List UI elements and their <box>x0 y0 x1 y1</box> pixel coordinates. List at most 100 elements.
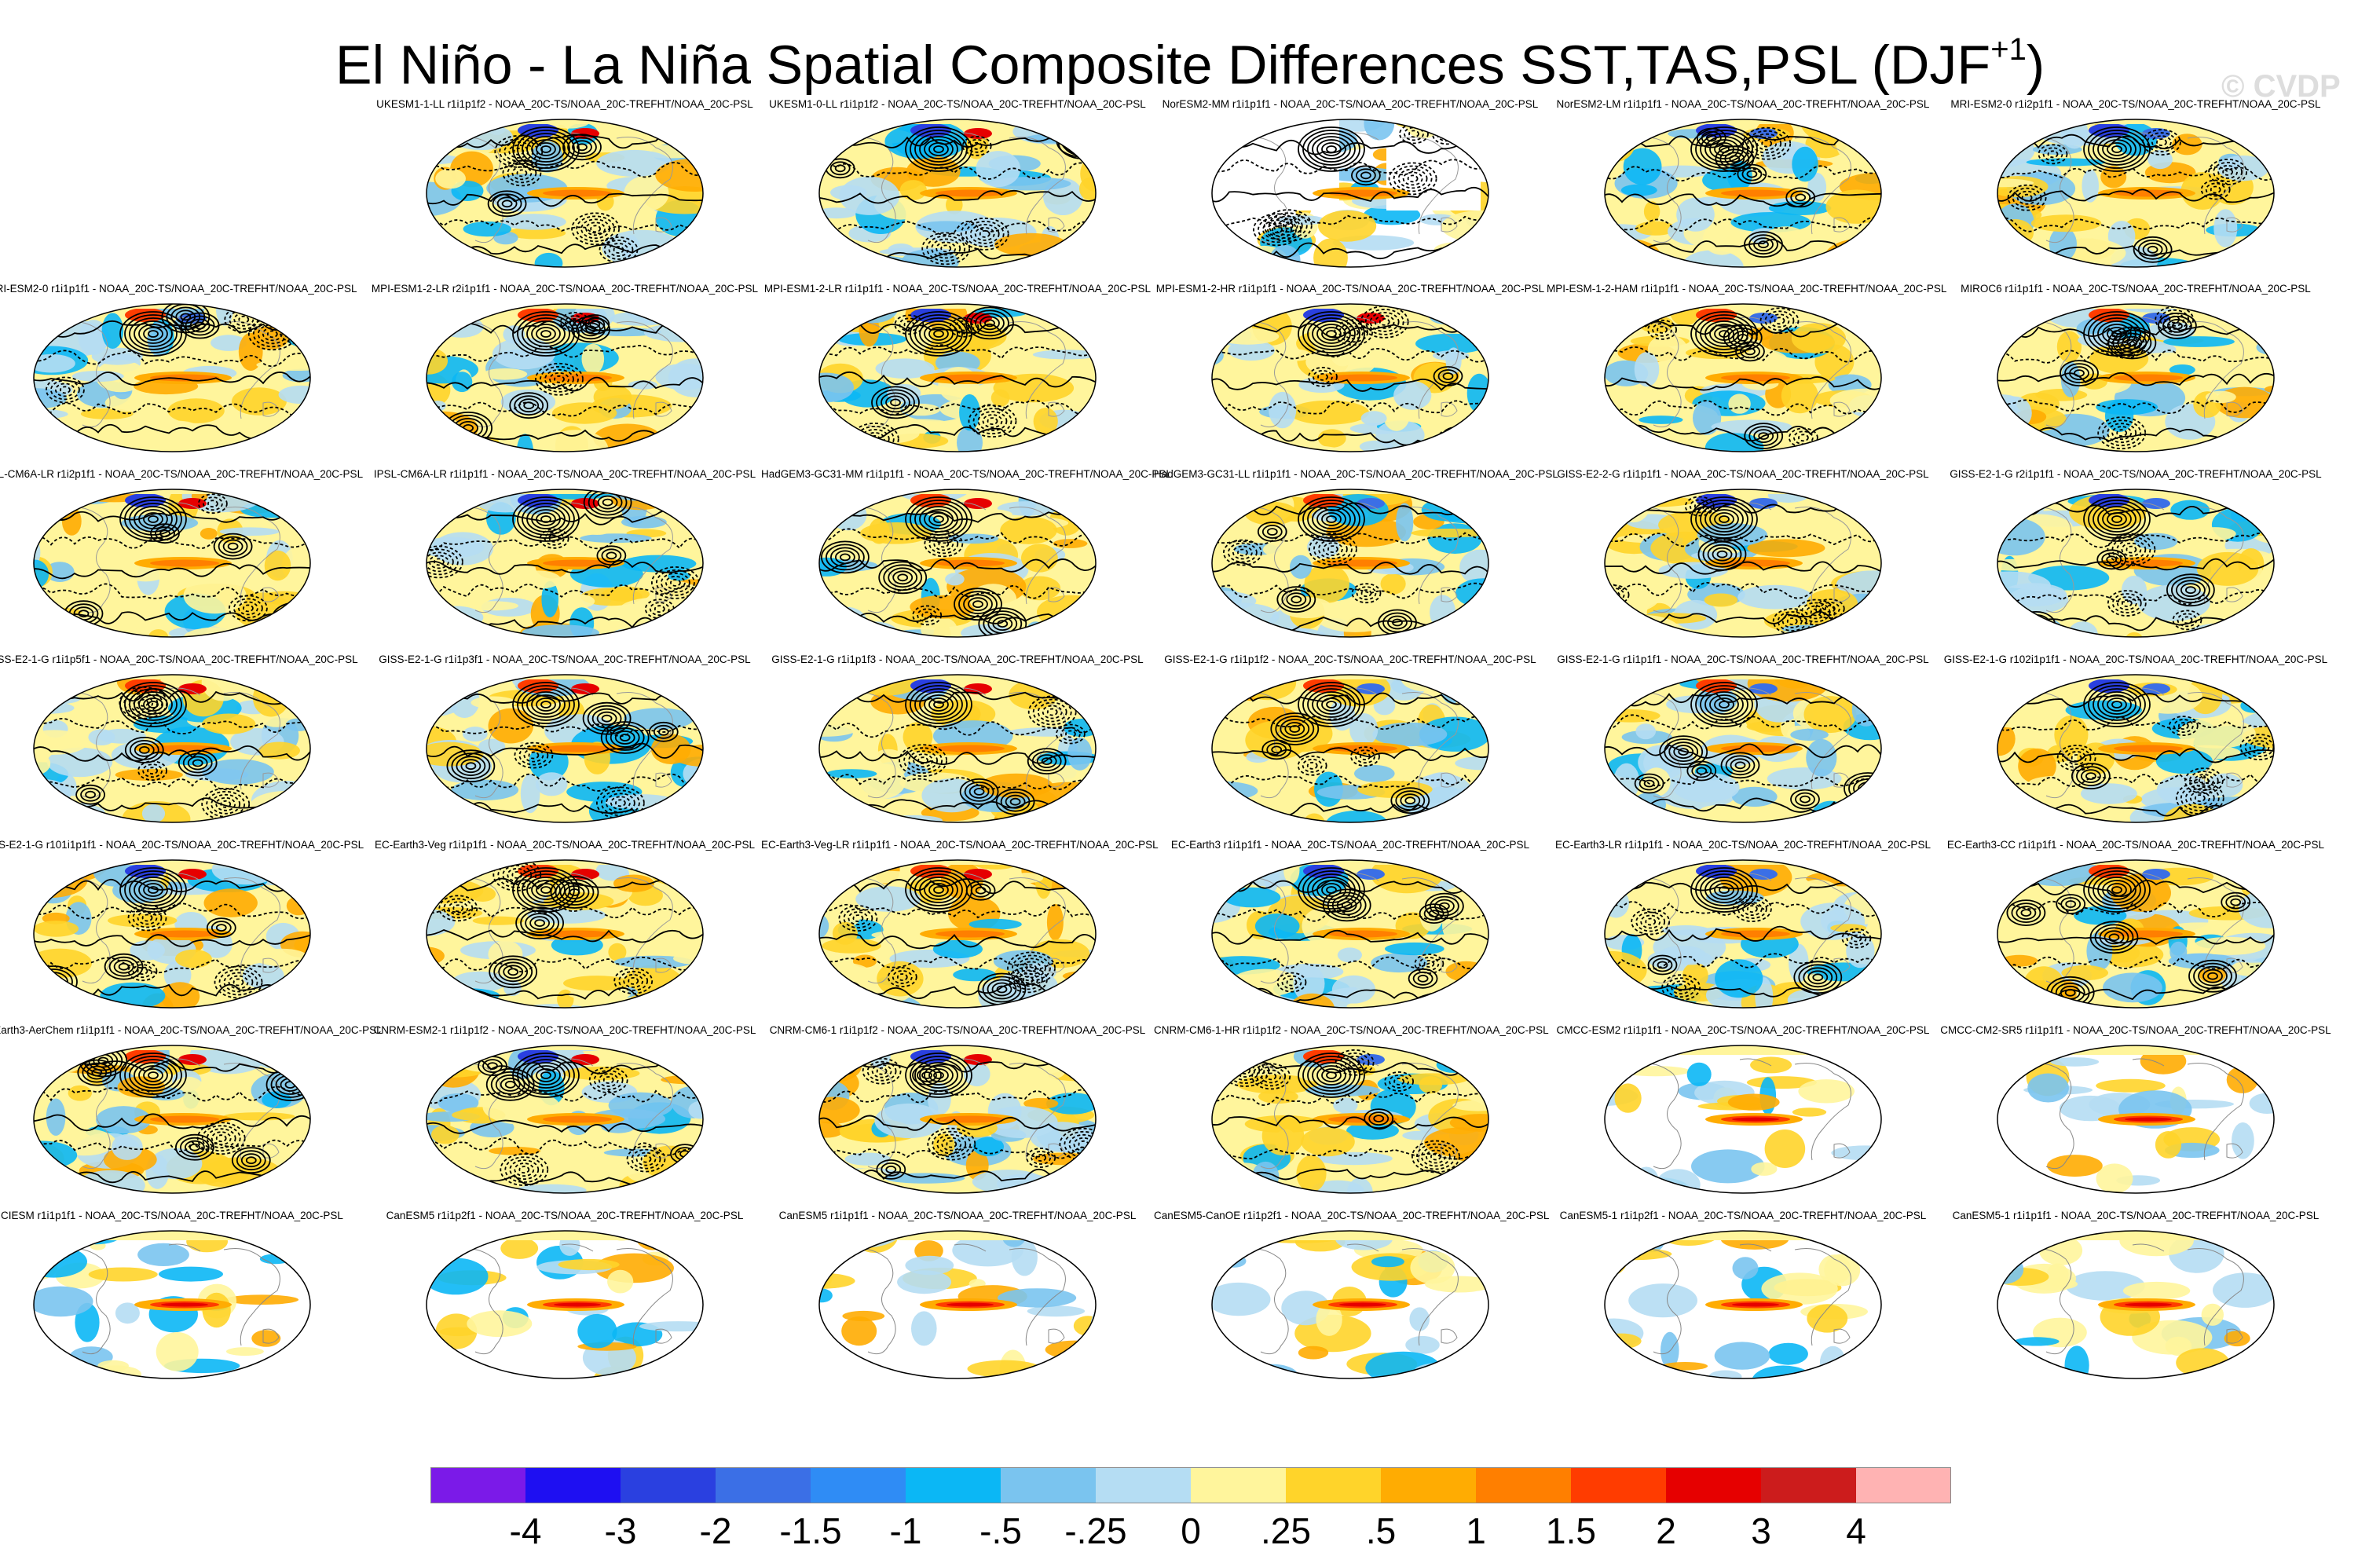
robinson-map <box>1211 1230 1489 1379</box>
colorbar-labels: -4 -3 -2 -1.5 -1 -.5 -.25 0 .25 .5 1 1.5 2 3 4 <box>0 1503 2380 1558</box>
robinson-map <box>426 303 704 452</box>
panel-label: MIROC6 r1i1p1f1 - NOAA_20C-TS/NOAA_20C-T… <box>1961 283 2311 295</box>
robinson-map <box>33 489 311 638</box>
colorbar-tick-label: -.25 <box>1064 1510 1127 1551</box>
map-panel: CanESM5 r1i1p2f1 - NOAA_20C-TS/NOAA_20C-… <box>368 1207 761 1404</box>
map-panel: IPSL-CM6A-LR r1i2p1f1 - NOAA_20C-TS/NOAA… <box>0 466 368 662</box>
map-panel: GISS-E2-1-G r1i1p5f1 - NOAA_20C-TS/NOAA_… <box>0 651 368 848</box>
panel-label: MPI-ESM1-2-LR r2i1p1f1 - NOAA_20C-TS/NOA… <box>371 283 759 295</box>
map-panel: HadGEM3-GC31-MM r1i1p1f1 - NOAA_20C-TS/N… <box>761 466 1172 662</box>
map-panel: EC-Earth3-AerChem r1i1p1f1 - NOAA_20C-TS… <box>0 1022 383 1218</box>
robinson-map <box>426 1230 704 1379</box>
colorbar-tick-label: 4 <box>1846 1510 1866 1551</box>
map-panel: GISS-E2-1-G r1i1p3f1 - NOAA_20C-TS/NOAA_… <box>368 651 761 848</box>
robinson-map <box>1211 489 1489 638</box>
panel-label: EC-Earth3-Veg-LR r1i1p1f1 - NOAA_20C-TS/… <box>761 839 1159 851</box>
panel-label: GISS-E2-1-G r1i1p5f1 - NOAA_20C-TS/NOAA_… <box>0 654 358 665</box>
colorbar-tick-label: -.5 <box>979 1510 1022 1551</box>
panel-label: NorESM2-MM r1i1p1f1 - NOAA_20C-TS/NOAA_2… <box>1162 98 1539 110</box>
colorbar-swatch <box>906 1467 1001 1503</box>
panel-label: MPI-ESM1-2-LR r1i1p1f1 - NOAA_20C-TS/NOA… <box>763 283 1152 295</box>
robinson-map <box>1211 119 1489 268</box>
panel-label: EC-Earth3 r1i1p1f1 - NOAA_20C-TS/NOAA_20… <box>1170 839 1530 851</box>
map-panel: CanESM5-CanOE r1i1p2f1 - NOAA_20C-TS/NOA… <box>1154 1207 1549 1404</box>
robinson-map <box>818 1045 1097 1194</box>
colorbar-swatch <box>525 1467 621 1503</box>
colorbar-tick-label: -2 <box>699 1510 732 1551</box>
colorbar-swatch <box>1096 1467 1192 1503</box>
robinson-map <box>1604 303 1882 452</box>
colorbar-swatch <box>1761 1467 1857 1503</box>
colorbar-tick-label: -1.5 <box>779 1510 842 1551</box>
panel-label: EC-Earth3-Veg r1i1p1f1 - NOAA_20C-TS/NOA… <box>375 839 755 851</box>
robinson-map <box>818 1230 1097 1379</box>
colorbar-swatch <box>716 1467 811 1503</box>
panel-label: GISS-E2-2-G r1i1p1f1 - NOAA_20C-TS/NOAA_… <box>1557 468 1929 480</box>
colorbar-tick-label: 2 <box>1656 1510 1676 1551</box>
colorbar-frame <box>430 1467 1951 1503</box>
map-panel: CIESM r1i1p1f1 - NOAA_20C-TS/NOAA_20C-TR… <box>0 1207 368 1404</box>
map-panel: GISS-E2-1-G r101i1p1f1 - NOAA_20C-TS/NOA… <box>0 837 368 1033</box>
map-panel: EC-Earth3-Veg r1i1p1f1 - NOAA_20C-TS/NOA… <box>368 837 761 1033</box>
panel-label: CanESM5 r1i1p1f1 - NOAA_20C-TS/NOAA_20C-… <box>778 1210 1137 1221</box>
colorbar-swatch <box>1571 1467 1667 1503</box>
map-panel: CNRM-CM6-1-HR r1i1p1f2 - NOAA_20C-TS/NOA… <box>1154 1022 1549 1218</box>
robinson-map <box>33 859 311 1009</box>
robinson-map <box>1997 1045 2275 1194</box>
colorbar-tick-label: -3 <box>604 1510 637 1551</box>
panel-label: CMCC-CM2-SR5 r1i1p1f1 - NOAA_20C-TS/NOAA… <box>1940 1024 2331 1036</box>
panel-label: EC-Earth3-LR r1i1p1f1 - NOAA_20C-TS/NOAA… <box>1555 839 1931 851</box>
map-panel: MPI-ESM1-2-LR r1i1p1f1 - NOAA_20C-TS/NOA… <box>761 280 1154 477</box>
panel-label: IPSL-CM6A-LR r1i2p1f1 - NOAA_20C-TS/NOAA… <box>0 468 364 480</box>
panel-label: CNRM-ESM2-1 r1i1p1f2 - NOAA_20C-TS/NOAA_… <box>373 1024 756 1036</box>
robinson-map <box>818 303 1097 452</box>
title-text: El Niño - La Niña Spatial Composite Diff… <box>335 34 1991 96</box>
map-panel: EC-Earth3 r1i1p1f1 - NOAA_20C-TS/NOAA_20… <box>1154 837 1547 1033</box>
panel-label: CMCC-ESM2 r1i1p1f1 - NOAA_20C-TS/NOAA_20… <box>1556 1024 1930 1036</box>
robinson-map <box>1211 1045 1489 1194</box>
robinson-map <box>818 119 1097 268</box>
panel-label: GISS-E2-1-G r101i1p1f1 - NOAA_20C-TS/NOA… <box>0 839 364 851</box>
map-panel: MPI-ESM-1-2-HAM r1i1p1f1 - NOAA_20C-TS/N… <box>1547 280 1946 477</box>
colorbar-swatch <box>1381 1467 1477 1503</box>
map-panel: MIROC6 r1i1p1f1 - NOAA_20C-TS/NOAA_20C-T… <box>1939 280 2332 477</box>
robinson-map <box>1604 1230 1882 1379</box>
robinson-map <box>1997 303 2275 452</box>
map-panel: CanESM5 r1i1p1f1 - NOAA_20C-TS/NOAA_20C-… <box>761 1207 1154 1404</box>
panel-label: UKESM1-1-LL r1i1p1f2 - NOAA_20C-TS/NOAA_… <box>376 98 753 110</box>
map-panel: NorESM2-MM r1i1p1f1 - NOAA_20C-TS/NOAA_2… <box>1154 96 1547 292</box>
panel-label: NorESM2-LM r1i1p1f1 - NOAA_20C-TS/NOAA_2… <box>1556 98 1930 110</box>
colorbar-tick-label: 3 <box>1751 1510 1771 1551</box>
robinson-map <box>818 859 1097 1009</box>
robinson-map <box>1997 119 2275 268</box>
map-panel: GISS-E2-1-G r102i1p1f1 - NOAA_20C-TS/NOA… <box>1939 651 2332 848</box>
map-panel: CNRM-CM6-1 r1i1p1f2 - NOAA_20C-TS/NOAA_2… <box>761 1022 1154 1218</box>
robinson-map <box>33 303 311 452</box>
robinson-map <box>1604 119 1882 268</box>
colorbar-swatch <box>621 1467 716 1503</box>
map-panel: CMCC-CM2-SR5 r1i1p1f1 - NOAA_20C-TS/NOAA… <box>1939 1022 2332 1218</box>
panel-label: CanESM5 r1i1p2f1 - NOAA_20C-TS/NOAA_20C-… <box>386 1210 744 1221</box>
map-panel: CanESM5-1 r1i1p1f1 - NOAA_20C-TS/NOAA_20… <box>1939 1207 2332 1404</box>
map-panel: MPI-ESM1-2-HR r1i1p1f1 - NOAA_20C-TS/NOA… <box>1154 280 1547 477</box>
map-panel: EC-Earth3-LR r1i1p1f1 - NOAA_20C-TS/NOAA… <box>1547 837 1939 1033</box>
robinson-map <box>1997 1230 2275 1379</box>
robinson-map <box>33 674 311 823</box>
panel-label: CNRM-CM6-1-HR r1i1p1f2 - NOAA_20C-TS/NOA… <box>1154 1024 1549 1036</box>
robinson-map <box>426 1045 704 1194</box>
map-panel: EC-Earth3-CC r1i1p1f1 - NOAA_20C-TS/NOAA… <box>1939 837 2332 1033</box>
panel-label: UKESM1-0-LL r1i1p1f2 - NOAA_20C-TS/NOAA_… <box>769 98 1146 110</box>
colorbar-swatch <box>1856 1467 1951 1503</box>
map-panel: NorESM2-LM r1i1p1f1 - NOAA_20C-TS/NOAA_2… <box>1547 96 1939 292</box>
colorbar-swatch <box>1191 1467 1287 1503</box>
colorbar-swatch <box>811 1467 906 1503</box>
robinson-map <box>1211 674 1489 823</box>
panel-label: MPI-ESM1-2-HR r1i1p1f1 - NOAA_20C-TS/NOA… <box>1155 283 1545 295</box>
panel-label: IPSL-CM6A-LR r1i1p1f1 - NOAA_20C-TS/NOAA… <box>373 468 756 480</box>
title-close: ) <box>2026 34 2045 96</box>
colorbar-swatch <box>1001 1467 1097 1503</box>
colorbar-tick-label: 0 <box>1181 1510 1201 1551</box>
panel-label: GISS-E2-1-G r102i1p1f1 - NOAA_20C-TS/NOA… <box>1943 654 2328 665</box>
map-panel: MPI-ESM1-2-LR r2i1p1f1 - NOAA_20C-TS/NOA… <box>368 280 761 477</box>
map-panel: HadGEM3-GC31-LL r1i1p1f1 - NOAA_20C-TS/N… <box>1154 466 1558 662</box>
